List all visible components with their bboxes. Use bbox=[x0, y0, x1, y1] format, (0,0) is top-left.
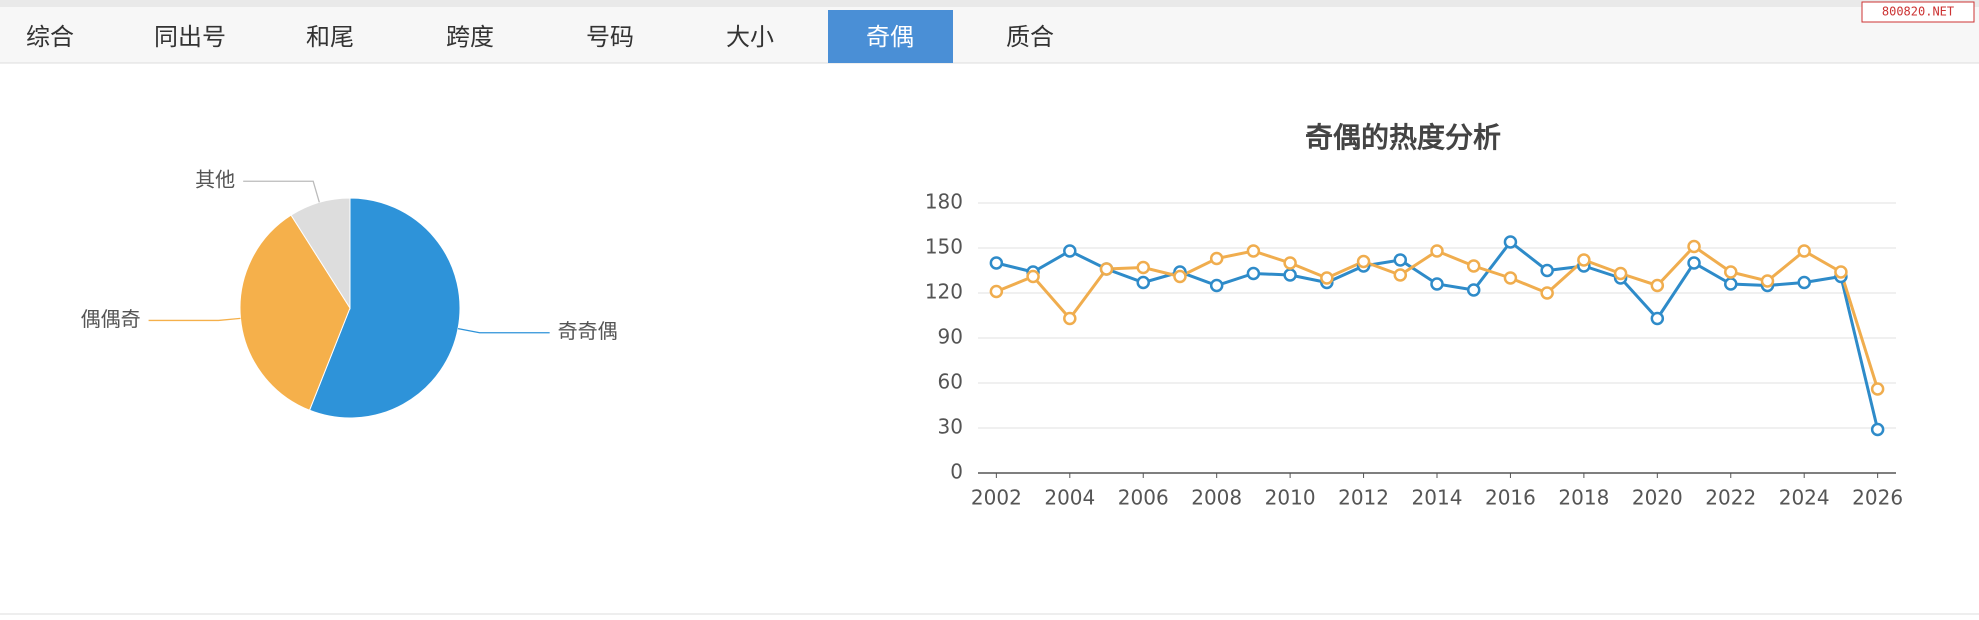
y-tick-label: 30 bbox=[938, 415, 963, 439]
leader-line bbox=[148, 317, 241, 322]
data-point bbox=[1503, 235, 1518, 249]
data-point bbox=[1209, 278, 1224, 293]
data-point bbox=[1393, 268, 1408, 282]
data-point bbox=[1797, 275, 1811, 290]
pie-slice bbox=[308, 197, 461, 419]
x-tick-label: 2024 bbox=[1779, 486, 1830, 510]
data-point bbox=[1466, 283, 1481, 297]
y-tick-label: 60 bbox=[938, 370, 963, 394]
x-tick-label: 2008 bbox=[1191, 486, 1242, 510]
data-point bbox=[1724, 265, 1738, 279]
x-tick-label: 2004 bbox=[1044, 486, 1095, 510]
y-tick-label: 180 bbox=[925, 190, 963, 214]
data-point bbox=[1650, 311, 1665, 326]
tab[interactable]: 同出号 bbox=[154, 23, 226, 51]
data-point bbox=[1834, 265, 1848, 279]
line-chart: 奇偶的热度分析 0 30 60 90 120 150 180 2002 2004 2006 2008… bbox=[925, 121, 1903, 510]
x-tick-label: 2012 bbox=[1338, 486, 1389, 510]
leader-line bbox=[457, 327, 550, 334]
leader-line bbox=[243, 180, 320, 203]
x-tick-label: 2010 bbox=[1265, 486, 1316, 510]
watermark-box bbox=[1861, 1, 1975, 23]
data-point bbox=[1283, 268, 1297, 282]
data-point bbox=[1246, 266, 1261, 281]
tab[interactable]: 号码 bbox=[586, 23, 634, 51]
data-point bbox=[1136, 275, 1150, 290]
data-point bbox=[1724, 277, 1738, 291]
tab[interactable]: 大小 bbox=[726, 23, 774, 51]
x-tick-label: 2026 bbox=[1852, 486, 1903, 510]
series-line bbox=[996, 239, 1880, 430]
data-point bbox=[1430, 277, 1444, 291]
data-point bbox=[1613, 266, 1628, 281]
watermark: 800820.NET bbox=[1882, 5, 1954, 19]
data-point bbox=[1540, 263, 1554, 278]
data-point bbox=[1540, 286, 1554, 300]
data-point bbox=[1430, 244, 1444, 258]
tab[interactable]: 质合 bbox=[1006, 23, 1054, 51]
tabs: 综合 同出号 和尾 跨度 号码 大小 奇偶 质合 bbox=[26, 10, 1054, 63]
tab[interactable]: 跨度 bbox=[446, 23, 494, 51]
y-tick-label: 120 bbox=[925, 280, 963, 304]
data-point bbox=[1356, 254, 1371, 269]
data-point bbox=[1577, 253, 1591, 267]
tab[interactable]: 奇偶 bbox=[866, 23, 914, 51]
chart-title: 奇偶的热度分析 bbox=[1305, 121, 1501, 154]
data-point bbox=[1797, 244, 1811, 258]
data-point bbox=[1063, 244, 1077, 258]
data-point bbox=[1650, 278, 1665, 293]
pie-chart: 奇奇偶 偶偶奇 其他 bbox=[81, 168, 618, 419]
x-tick-label: 2016 bbox=[1485, 486, 1536, 510]
pie-label: 偶偶奇 bbox=[81, 307, 141, 331]
tab[interactable]: 综合 bbox=[26, 23, 74, 51]
data-point bbox=[1283, 256, 1297, 270]
data-point bbox=[1503, 271, 1518, 285]
data-point bbox=[1099, 262, 1114, 276]
data-point bbox=[1026, 269, 1040, 284]
x-tick-label: 2020 bbox=[1632, 486, 1683, 510]
pie-slice bbox=[239, 214, 351, 411]
data-point bbox=[989, 284, 1004, 299]
data-point bbox=[1063, 311, 1077, 326]
tab[interactable]: 和尾 bbox=[306, 23, 354, 51]
y-tick-label: 90 bbox=[938, 325, 963, 349]
tab-bar bbox=[0, 7, 1979, 63]
data-point bbox=[1246, 244, 1261, 258]
data-point bbox=[1870, 382, 1885, 396]
data-point bbox=[1687, 239, 1701, 254]
data-point bbox=[1209, 251, 1224, 266]
x-tick-label: 2022 bbox=[1705, 486, 1756, 510]
data-point bbox=[1136, 260, 1150, 275]
data-point bbox=[1320, 271, 1334, 285]
data-point bbox=[1687, 256, 1701, 270]
y-tick-label: 150 bbox=[925, 235, 963, 259]
x-tick-label: 2006 bbox=[1118, 486, 1169, 510]
top-strip bbox=[0, 0, 1979, 7]
series-line bbox=[995, 244, 1880, 390]
data-point bbox=[1466, 259, 1481, 273]
data-point bbox=[1870, 422, 1885, 437]
data-point bbox=[1173, 269, 1187, 284]
x-tick-label: 2014 bbox=[1412, 486, 1463, 510]
x-tick-label: 2002 bbox=[971, 486, 1022, 510]
data-point bbox=[989, 256, 1004, 270]
x-tick-label: 2018 bbox=[1558, 486, 1609, 510]
pie-slice bbox=[290, 197, 351, 310]
pie-label: 其他 bbox=[195, 168, 235, 192]
pie-label: 奇奇偶 bbox=[558, 319, 618, 343]
active-tab-bg bbox=[828, 10, 953, 63]
data-point bbox=[1393, 253, 1408, 267]
y-tick-label: 0 bbox=[950, 460, 963, 484]
data-point bbox=[1760, 274, 1775, 288]
